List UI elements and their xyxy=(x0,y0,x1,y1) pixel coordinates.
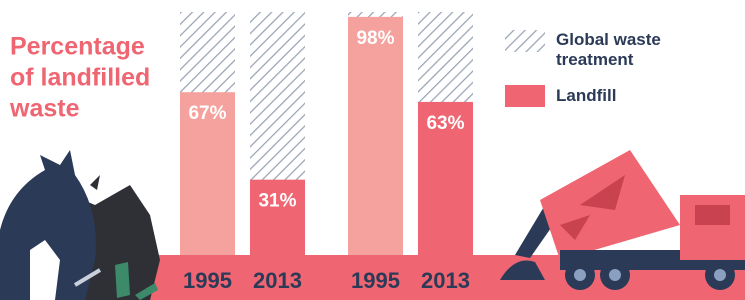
value-label: 98% xyxy=(356,28,394,49)
truck xyxy=(500,150,745,290)
x-tick-label: 2013 xyxy=(421,268,470,293)
x-tick-label: 1995 xyxy=(351,268,400,293)
legend-swatch xyxy=(505,85,545,107)
bar xyxy=(348,17,403,255)
legend-label: Landfill xyxy=(556,86,676,106)
value-label: 67% xyxy=(188,103,226,124)
value-label: 31% xyxy=(258,191,296,212)
title-line: of landfilled xyxy=(10,64,150,92)
trash-bags xyxy=(0,150,160,300)
title-line: waste xyxy=(9,95,80,123)
legend-label: Global waste treatment xyxy=(556,30,676,70)
x-tick-label: 2013 xyxy=(253,268,302,293)
legend-swatch-hatch xyxy=(505,30,545,52)
x-tick-label: 1995 xyxy=(183,268,232,293)
title-line: Percentage xyxy=(10,33,145,61)
value-label: 63% xyxy=(426,113,464,134)
infographic: Percentage of landfilled waste 67% 1995 31… xyxy=(0,0,745,300)
